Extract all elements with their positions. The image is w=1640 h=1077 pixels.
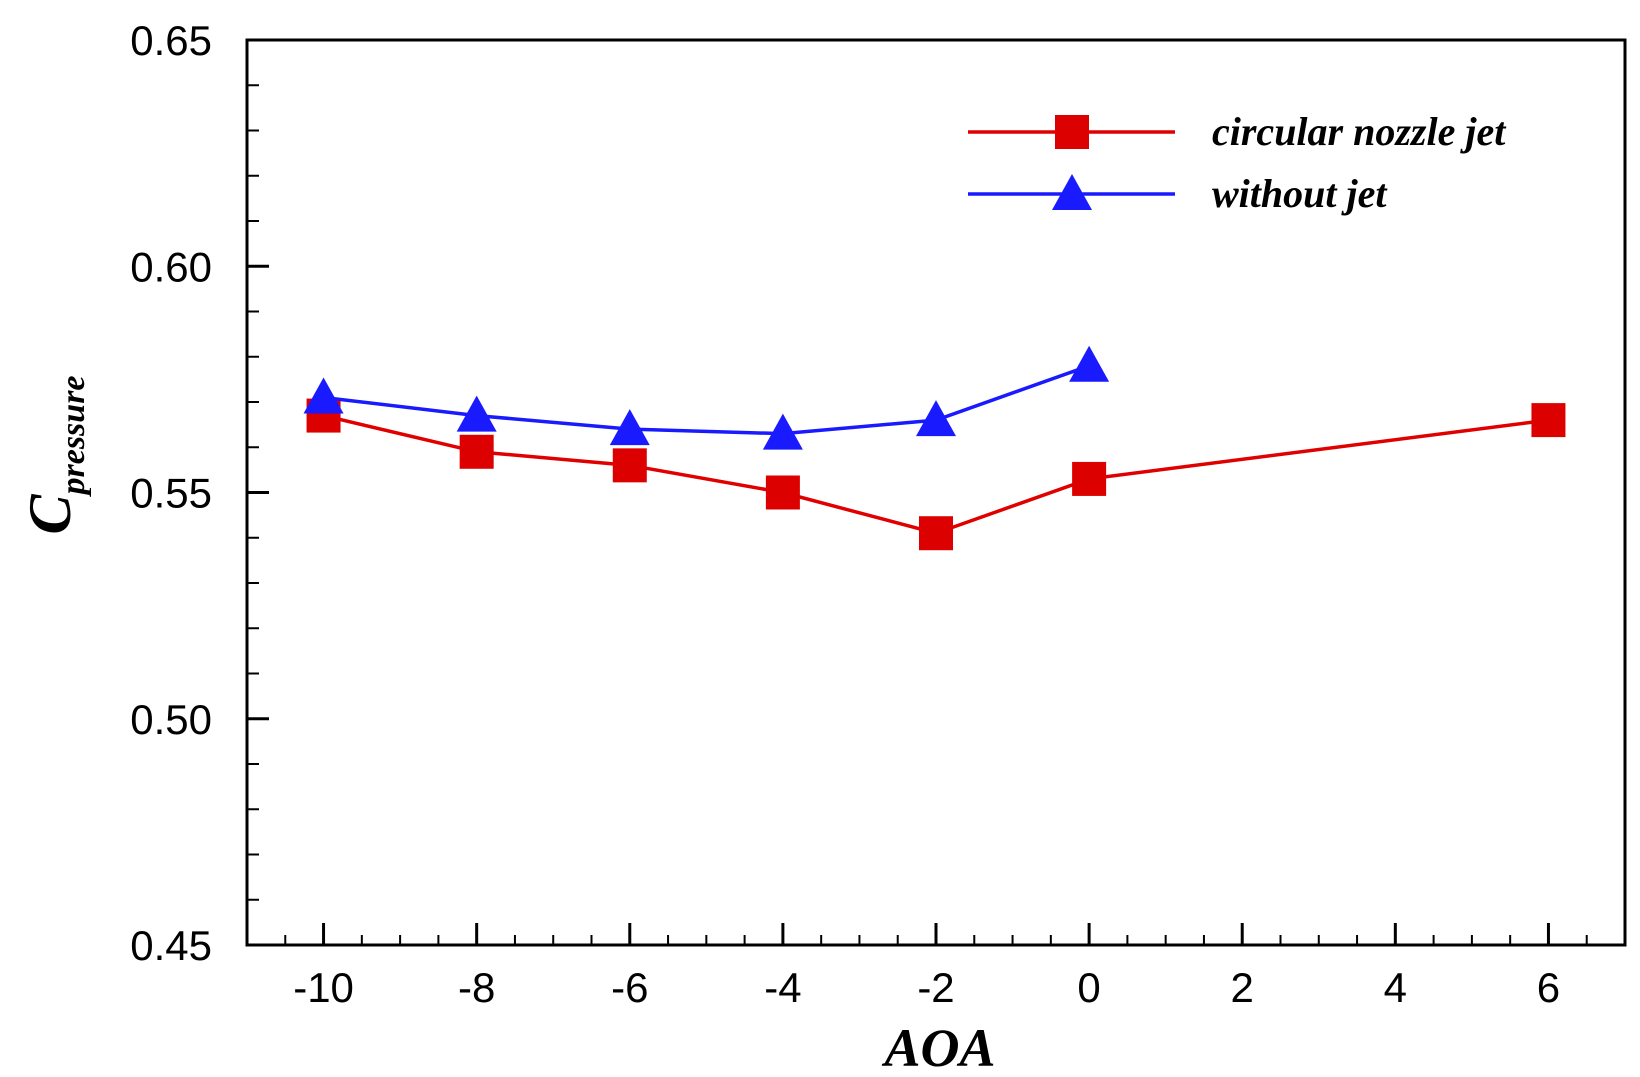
x-tick-label: 6 xyxy=(1537,964,1560,1011)
series-2 xyxy=(303,345,1110,450)
legend-marker xyxy=(1052,174,1092,210)
y-tick-label: 0.60 xyxy=(130,243,212,290)
x-tick-label: 2 xyxy=(1231,964,1254,1011)
x-tick-label: -2 xyxy=(917,964,954,1011)
y-tick-label: 0.65 xyxy=(130,17,212,64)
y-axis-title-main: C xyxy=(17,494,83,535)
legend: circular nozzle jet without jet xyxy=(968,109,1507,216)
y-axis-title-subscript: pressure xyxy=(55,375,92,497)
legend-label: without jet xyxy=(1212,171,1388,216)
series-line xyxy=(323,364,1090,436)
x-tick-label: -4 xyxy=(764,964,801,1011)
legend-label: circular nozzle jet xyxy=(1212,109,1507,154)
y-axis-title: Cpressure xyxy=(17,375,92,534)
plot-border xyxy=(245,38,1627,947)
y-tick-label: 0.50 xyxy=(130,696,212,743)
data-point xyxy=(609,409,650,446)
data-point xyxy=(919,516,953,551)
y-tick-label: 0.45 xyxy=(130,922,212,969)
x-tick-label: 4 xyxy=(1384,964,1407,1011)
x-tick-label: -8 xyxy=(458,964,495,1011)
x-tick-label: 0 xyxy=(1077,964,1100,1011)
data-point xyxy=(303,377,344,414)
plot-frame xyxy=(245,38,1627,947)
tick-labels: -10 -8 -6 -4 -2 0 2 4 6 0.45 0.50 0.55 0.60 0.65 xyxy=(130,17,1560,1011)
data-point xyxy=(1069,345,1110,382)
data-point xyxy=(916,400,956,437)
x-tick-label: -10 xyxy=(293,964,354,1011)
major-ticks xyxy=(247,38,1550,947)
data-point xyxy=(762,413,803,450)
legend-marker xyxy=(1055,115,1089,149)
data-point xyxy=(765,475,800,510)
minor-ticks xyxy=(246,84,1626,945)
data-point xyxy=(1531,403,1566,438)
x-axis-title: AOA xyxy=(881,1018,995,1077)
data-point xyxy=(1072,461,1107,496)
data-point xyxy=(612,448,647,483)
series-layer xyxy=(303,345,1566,551)
x-tick-label: -6 xyxy=(611,964,648,1011)
data-point xyxy=(459,434,494,469)
y-tick-label: 0.55 xyxy=(130,470,212,517)
data-point xyxy=(456,395,497,432)
